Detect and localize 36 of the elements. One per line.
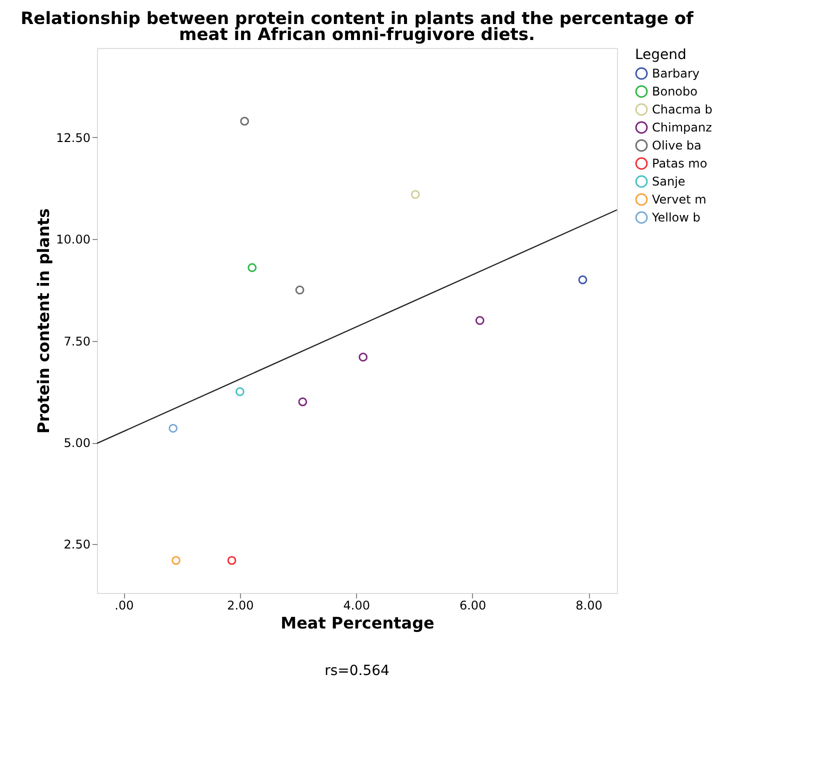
point xyxy=(295,286,304,294)
y-tick-label: 2.50 xyxy=(64,538,90,552)
text: rs=0.564 xyxy=(324,663,390,679)
point xyxy=(172,556,180,565)
point xyxy=(578,275,588,284)
y-tick-label: 5.00 xyxy=(64,436,90,450)
point xyxy=(410,190,420,199)
legend-label: Barbary xyxy=(652,66,700,80)
point xyxy=(168,424,178,433)
legend-label: Sanje xyxy=(652,174,686,188)
point xyxy=(248,263,257,272)
x-tick-label: 8.00 xyxy=(576,598,602,612)
point xyxy=(358,352,368,362)
point xyxy=(475,316,484,325)
y-tick-label: 12.50 xyxy=(56,130,90,145)
point xyxy=(298,397,308,406)
legend-label: Yellow b xyxy=(651,210,700,224)
x-tick-label: .00 xyxy=(114,598,134,612)
y-tick-label: 7.50 xyxy=(64,334,90,348)
legend-label: Vervet m xyxy=(652,192,706,206)
legend-label: Bonobo xyxy=(652,84,698,98)
legend-label: Chimpanz xyxy=(652,120,712,134)
point xyxy=(227,556,236,565)
x-tick-label: 6.00 xyxy=(459,598,486,612)
legend-label: Olive ba xyxy=(652,138,702,152)
y-axis-title: Protein content in plants xyxy=(34,208,54,434)
legend-title: Legend xyxy=(635,47,686,63)
x-tick-label: 4.00 xyxy=(343,598,370,612)
legend-label: Chacma b xyxy=(652,102,712,116)
x-axis-title: Meat Percentage xyxy=(280,614,435,632)
point xyxy=(235,387,244,396)
legend-label: Patas mo xyxy=(652,156,708,170)
chart-title: Relationship between protein content in plants and the percentage of meat in African omni-frugivore diets. xyxy=(20,9,694,45)
x-tick-label: 2.00 xyxy=(227,598,254,612)
y-tick-label: 10.00 xyxy=(56,232,90,247)
point xyxy=(240,116,250,126)
